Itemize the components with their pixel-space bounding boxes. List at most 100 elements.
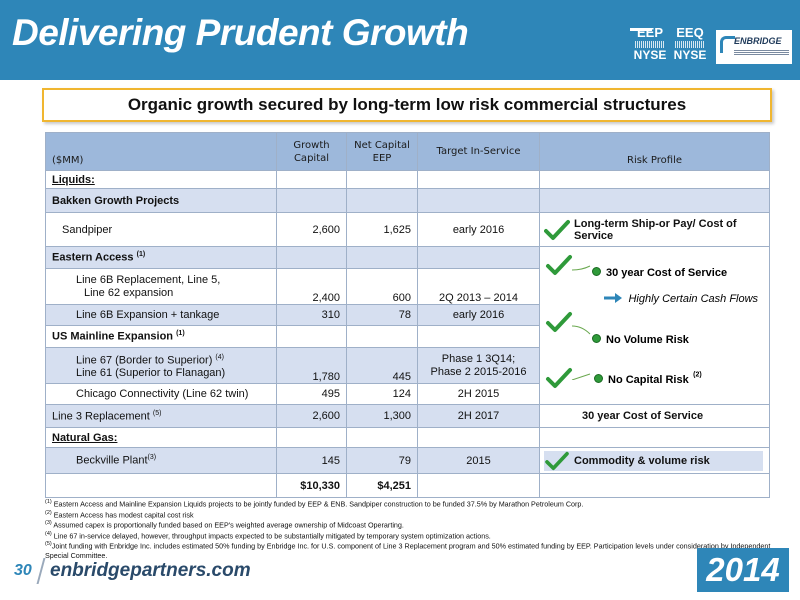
target-cell: Phase 1 3Q14; Phase 2 2015-2016 [417, 347, 540, 384]
net-capital-cell: 124 [346, 383, 418, 405]
header-target-in-service: Target In-Service [417, 132, 540, 171]
bullet-icon [592, 334, 601, 344]
target-cell: early 2016 [417, 212, 540, 247]
project-name: Line 67 (Border to Superior) (4) Line 61… [45, 347, 277, 384]
target-cell: early 2016 [417, 304, 540, 326]
group-label: US Mainline Expansion [52, 330, 174, 343]
risk-text: Commodity & volume risk [574, 450, 763, 471]
footnote: (5)Joint funding with Enbridge Inc. incl… [45, 540, 775, 560]
header-growth-capital: Growth Capital [276, 132, 347, 171]
group-label: Eastern Access [52, 251, 134, 264]
table-row: Sandpiper 2,600 1,625 early 2016 Long-te… [45, 212, 770, 247]
table-row: Line 6B Replacement, Line 5, Line 62 exp… [45, 268, 770, 305]
table-header-row: ($MM) Growth Capital Net Capital EEP Tar… [45, 132, 770, 171]
ticker-ribbon-icon [635, 41, 665, 48]
project-name: Line 6B Replacement, Line 5, Line 62 exp… [45, 268, 277, 305]
ticker-symbol: EEQ [676, 25, 704, 40]
target-cell: 2H 2015 [417, 383, 540, 405]
group-us-mainline: US Mainline Expansion (1) [45, 325, 277, 348]
table-row: Bakken Growth Projects [45, 188, 770, 213]
project-name: Line 6B Expansion + tankage [45, 304, 277, 326]
footnote-ref: (5) [152, 409, 162, 417]
page-number: 30 [14, 562, 32, 579]
ticker-symbol: EEP [636, 25, 663, 40]
growth-capital-cell: 495 [276, 383, 347, 405]
total-growth-capital: $10,330 [276, 473, 347, 498]
risk-text: No Volume Risk [606, 334, 689, 346]
target-line: Phase 2 2015-2016 [430, 365, 527, 378]
table-row: US Mainline Expansion (1) [45, 325, 770, 348]
footnote-mark: (4) [45, 530, 52, 537]
enbridge-mark-icon [720, 36, 735, 53]
footnote: (3) Assumed capex is proportionally fund… [45, 519, 775, 530]
target-cell: 2H 2017 [417, 404, 540, 428]
check-icon [544, 219, 570, 240]
risk-item-volume: No Volume Risk [592, 330, 689, 348]
net-capital-cell: 445 [346, 347, 418, 384]
footnote-mark: (1) [45, 499, 52, 505]
net-capital-cell: 1,300 [346, 404, 418, 428]
projects-table: ($MM) Growth Capital Net Capital EEP Tar… [45, 132, 770, 498]
risk-text: 30 year Cost of Service [539, 404, 770, 428]
footnote: (4) Line 67 in-service delayed, however,… [45, 530, 775, 541]
footnote-mark: (2) [45, 509, 52, 516]
footnote-ref: (4) [215, 353, 224, 361]
net-capital-cell: 79 [346, 447, 418, 474]
table-row: Liquids: [45, 170, 770, 189]
footnote-ref: (2) [693, 371, 702, 379]
target-cell: 2Q 2013 – 2014 [417, 268, 540, 305]
totals-row: $10,330 $4,251 [45, 473, 770, 498]
footnote-text: Eastern Access and Mainline Expansion Li… [53, 499, 584, 509]
project-name: Chicago Connectivity (Line 62 twin) [45, 383, 277, 405]
project-name: Line 3 Replacement (5) [45, 404, 277, 428]
footnote: (1) Eastern Access and Mainline Expansio… [45, 498, 775, 509]
bullet-icon [592, 267, 601, 277]
risk-text: 30 year Cost of Service [606, 267, 728, 279]
footnote-ref: (1) [176, 330, 185, 338]
target-cell: 2015 [417, 447, 540, 474]
footnotes: (1) Eastern Access and Mainline Expansio… [45, 498, 775, 560]
ticker-ribbon-icon [675, 41, 705, 48]
growth-capital-cell: 145 [276, 447, 347, 474]
footnote-text: Eastern Access has modest capital cost r… [53, 509, 194, 519]
ticker-eeq: EEQ NYSE [672, 26, 708, 61]
risk-text: Long-term Ship-or Pay/ Cost of Service [574, 217, 763, 242]
footnote: (2) Eastern Access has modest capital co… [45, 509, 775, 520]
ticker-market: NYSE [633, 48, 667, 62]
project-name-text: Line 3 Replacement [52, 410, 150, 423]
growth-capital-cell: 2,400 [276, 268, 347, 305]
group-bakken: Bakken Growth Projects [45, 188, 277, 213]
footnote-text: Line 67 in-service delayed, however, thr… [53, 531, 491, 541]
project-name-line: Line 6B Replacement, Line 5, [76, 273, 221, 286]
table-row: Line 3 Replacement (5) 2,600 1,300 2H 20… [45, 404, 770, 428]
risk-cell: Long-term Ship-or Pay/ Cost of Service [539, 212, 770, 247]
net-capital-cell: 1,625 [346, 212, 418, 247]
ticker-divider [630, 28, 652, 31]
risk-item-cos: 30 year Cost of Service [592, 263, 727, 281]
year-badge: 2014 [697, 548, 789, 592]
target-line: Phase 1 3Q14; [441, 352, 516, 365]
enbridge-logo: ENBRIDGE [716, 30, 792, 64]
header-bar: Delivering Prudent Growth EEP NYSE EEQ N… [0, 0, 800, 80]
net-capital-cell: 78 [346, 304, 418, 326]
footnote-mark: (3) [45, 520, 52, 527]
table-row: Beckville Plant(3) 145 79 2015 Commodity… [45, 447, 770, 474]
project-name-line: Line 67 (Border to Superior) [76, 354, 213, 367]
footnote-text: Assumed capex is proportionally funded b… [53, 520, 404, 530]
project-name: Beckville Plant(3) [45, 447, 277, 474]
risk-text: No Capital Risk [608, 374, 689, 386]
ticker-market: NYSE [673, 48, 707, 62]
bracket-connector [571, 265, 591, 380]
group-eastern-access: Eastern Access (1) [45, 246, 277, 269]
check-icon [546, 368, 572, 388]
check-icon [546, 312, 572, 332]
arrow-right-icon [604, 292, 622, 303]
footnote-mark: (5) [45, 541, 52, 548]
footer-website: enbridgepartners.com [50, 560, 251, 581]
footer-divider [36, 558, 46, 584]
check-icon [546, 255, 572, 275]
growth-capital-cell: 2,600 [276, 212, 347, 247]
header-risk-profile: Risk Profile [539, 132, 770, 171]
growth-capital-cell: 2,600 [276, 404, 347, 428]
header-net-capital: Net Capital EEP [346, 132, 418, 171]
